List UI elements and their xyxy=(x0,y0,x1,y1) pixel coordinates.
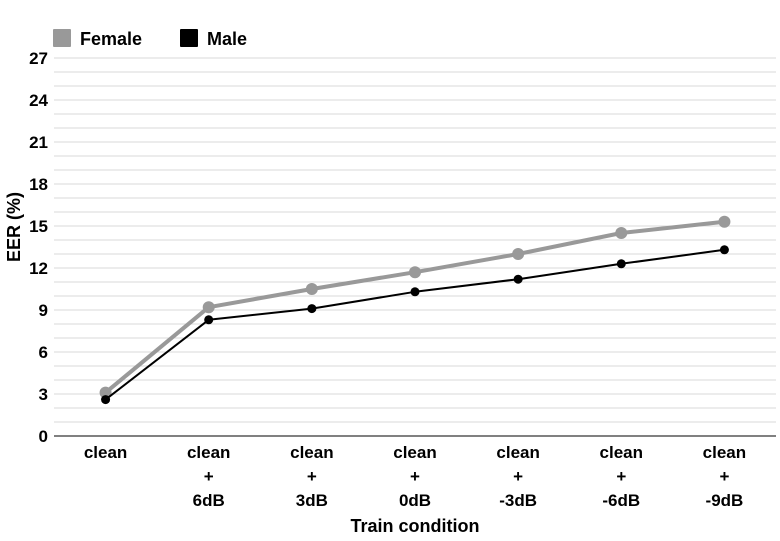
legend-swatch-male xyxy=(180,29,198,47)
x-tick-label: clean xyxy=(393,443,436,462)
data-point-male xyxy=(719,245,729,255)
x-tick-label: + xyxy=(719,467,729,486)
data-point-female xyxy=(99,386,112,399)
x-tick-label: 0dB xyxy=(399,491,431,510)
x-axis-ticks: clean clean +6dB clean +3dB clean +0dB clean + -3… xyxy=(84,443,746,510)
data-point-male xyxy=(616,259,626,269)
y-tick-label: 3 xyxy=(39,385,48,404)
x-tick-label: clean xyxy=(84,443,127,462)
x-tick-label: clean xyxy=(290,443,333,462)
y-tick-label: 21 xyxy=(29,133,48,152)
data-point-male xyxy=(513,274,523,284)
x-tick-label: -3dB xyxy=(499,491,537,510)
y-tick-label: 0 xyxy=(39,427,48,446)
data-point-female xyxy=(615,227,628,239)
y-tick-label: 6 xyxy=(39,343,48,362)
data-point-male xyxy=(307,304,317,314)
series-line-female xyxy=(104,219,725,395)
x-tick-label: + xyxy=(616,467,626,486)
data-point-male xyxy=(101,395,111,405)
y-tick-label: 27 xyxy=(29,49,48,68)
x-tick-label: clean xyxy=(187,443,230,462)
y-tick-label: 9 xyxy=(39,301,48,320)
x-tick-label: 3dB xyxy=(296,491,328,510)
legend-label-male: Male xyxy=(207,29,247,49)
x-tick-label: -6dB xyxy=(602,491,640,510)
x-tick-label: + xyxy=(204,467,214,486)
legend-label-female: Female xyxy=(80,29,142,49)
data-point-female xyxy=(718,215,731,228)
data-point-female xyxy=(512,248,525,260)
y-axis-title: EER (%) xyxy=(4,192,24,262)
data-point-female xyxy=(409,266,421,279)
data-point-male xyxy=(410,287,420,297)
legend-swatch-female xyxy=(53,29,71,47)
x-tick-label: clean xyxy=(496,443,539,462)
y-tick-label: 12 xyxy=(29,259,48,278)
y-tick-label: 15 xyxy=(29,217,48,236)
y-axis-ticks: 0 3 6 9 12 15 18 21 24 27 xyxy=(29,49,48,446)
x-tick-label: + xyxy=(307,467,317,486)
x-tick-label: clean xyxy=(600,443,643,462)
data-point-female xyxy=(305,283,318,295)
x-tick-label: + xyxy=(410,467,420,486)
series-group xyxy=(99,215,731,405)
data-point-female xyxy=(202,301,215,314)
y-tick-label: 18 xyxy=(29,175,48,194)
x-axis-title: Train condition xyxy=(351,516,480,536)
grid-lines xyxy=(54,57,776,423)
y-tick-label: 24 xyxy=(29,91,48,110)
x-tick-label: 6dB xyxy=(193,491,225,510)
x-tick-label: + xyxy=(513,467,523,486)
x-tick-label: clean xyxy=(703,443,746,462)
x-tick-label: -9dB xyxy=(706,491,744,510)
data-point-male xyxy=(204,315,214,325)
legend: Female Male xyxy=(53,29,247,49)
